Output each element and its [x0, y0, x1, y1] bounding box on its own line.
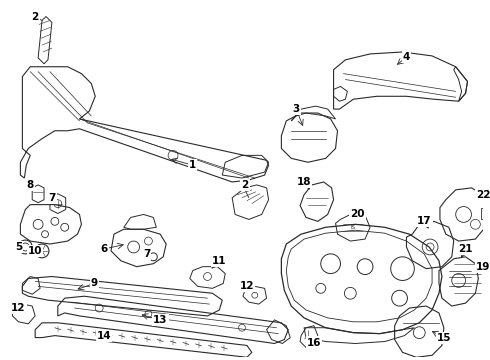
- Text: 10: 10: [28, 246, 43, 256]
- Text: 7: 7: [48, 193, 55, 203]
- Text: 15: 15: [437, 333, 451, 343]
- Text: 4: 4: [403, 52, 410, 62]
- Text: 17: 17: [417, 216, 432, 226]
- Text: 19: 19: [476, 262, 490, 272]
- Text: 8: 8: [26, 180, 34, 190]
- Text: 11: 11: [212, 256, 226, 266]
- Text: 7: 7: [143, 249, 150, 259]
- Text: 5: 5: [15, 242, 22, 252]
- Text: IS: IS: [351, 225, 356, 230]
- Text: 16: 16: [307, 338, 321, 347]
- Text: 6: 6: [100, 244, 108, 254]
- Text: 12: 12: [240, 282, 254, 291]
- Text: 22: 22: [476, 190, 490, 200]
- Text: 20: 20: [350, 210, 365, 220]
- Text: 12: 12: [11, 303, 25, 313]
- Text: 3: 3: [293, 104, 300, 114]
- Text: 13: 13: [153, 315, 168, 325]
- Text: 2: 2: [31, 12, 39, 22]
- Text: 1: 1: [189, 160, 196, 170]
- Text: 14: 14: [97, 330, 111, 341]
- Text: 21: 21: [458, 244, 473, 254]
- Text: 2: 2: [241, 180, 248, 190]
- Text: 9: 9: [91, 278, 98, 288]
- Text: 18: 18: [297, 177, 311, 187]
